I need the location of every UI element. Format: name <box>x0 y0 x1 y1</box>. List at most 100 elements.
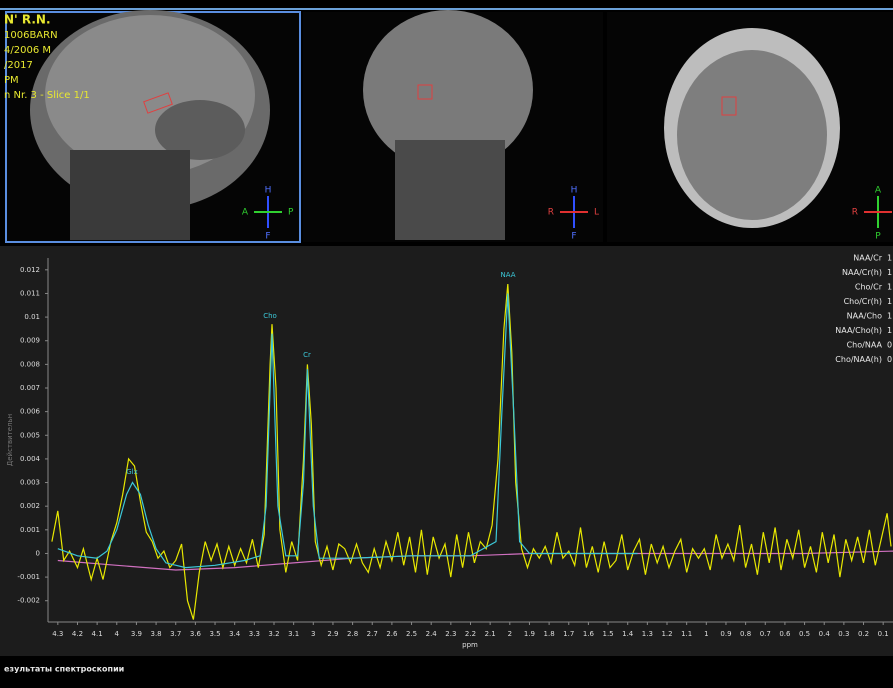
x-tick-label: 2.9 <box>327 630 338 638</box>
x-tick-label: 1 <box>704 630 708 638</box>
x-tick-label: 0.4 <box>819 630 831 638</box>
x-tick-label: 0.6 <box>779 630 791 638</box>
y-tick-label: -0.001 <box>17 573 40 581</box>
ratio-name: NAA/Cho <box>847 312 883 321</box>
y-tick-label: 0.006 <box>20 408 41 416</box>
ratio-name: NAA/Cho(h) <box>835 326 882 335</box>
ratio-value: 1 <box>887 326 892 335</box>
page: N' R.N.1006BARN4/2006 M/2017 PMn Nr. 3 -… <box>0 0 893 688</box>
y-tick-label: 0.003 <box>20 479 40 487</box>
x-tick-label: 3.5 <box>209 630 220 638</box>
ratio-name: NAA/Cr(h) <box>842 268 882 277</box>
y-tick-label: 0 <box>36 549 40 557</box>
x-tick-label: 0.9 <box>720 630 731 638</box>
orientation-label: P <box>875 232 881 242</box>
x-tick-label: 0.8 <box>740 630 751 638</box>
y-tick-label: 0.011 <box>20 289 40 297</box>
x-tick-label: 3.3 <box>249 630 260 638</box>
y-tick-label: 0.001 <box>20 526 40 534</box>
x-tick-label: 1.8 <box>544 630 555 638</box>
x-axis-label: ppm <box>462 641 478 649</box>
ratio-value: 1 <box>887 268 892 277</box>
screen: N' R.N.1006BARN4/2006 M/2017 PMn Nr. 3 -… <box>0 0 893 688</box>
x-tick-label: 4 <box>115 630 120 638</box>
y-tick-label: 0.008 <box>20 360 40 368</box>
x-tick-label: 2.1 <box>485 630 496 638</box>
peak-label: NAA <box>500 271 515 279</box>
x-tick-label: 3 <box>311 630 315 638</box>
ratio-name: Cho/NAA(h) <box>835 355 882 364</box>
x-tick-label: 0.7 <box>760 630 771 638</box>
x-tick-label: 3.1 <box>288 630 299 638</box>
patient-info: /2017 <box>4 60 33 71</box>
x-tick-label: 0.2 <box>858 630 869 638</box>
x-tick-label: 1.6 <box>583 630 595 638</box>
coronal-view <box>303 10 603 242</box>
spectrum-panel <box>0 246 893 656</box>
y-tick-label: 0.01 <box>24 313 40 321</box>
ratio-value: 1 <box>887 297 892 306</box>
patient-info: 1006BARN <box>4 30 58 41</box>
x-tick-label: 3.9 <box>131 630 142 638</box>
x-tick-label: 3.8 <box>151 630 162 638</box>
orientation-label: A <box>242 208 249 218</box>
x-tick-label: 3.6 <box>190 630 202 638</box>
orientation-label: H <box>265 186 272 196</box>
x-tick-label: 3.2 <box>268 630 279 638</box>
x-tick-label: 1.3 <box>642 630 653 638</box>
ratio-name: Cho/Cr(h) <box>844 297 882 306</box>
x-tick-label: 1.7 <box>563 630 574 638</box>
x-tick-label: 4.3 <box>52 630 63 638</box>
y-tick-label: 0.009 <box>20 337 40 345</box>
x-tick-label: 2.6 <box>386 630 398 638</box>
ratio-name: Cho/NAA <box>847 341 883 350</box>
x-tick-label: 4.1 <box>92 630 103 638</box>
x-tick-label: 2.5 <box>406 630 417 638</box>
neck-image <box>395 140 505 240</box>
x-tick-label: 1.4 <box>622 630 634 638</box>
x-tick-label: 0.3 <box>838 630 849 638</box>
y-tick-label: 0.005 <box>20 431 40 439</box>
x-tick-label: 4.2 <box>72 630 83 638</box>
y-tick-label: 0.004 <box>20 455 41 463</box>
status-text: езультаты спектроскопии <box>4 665 124 674</box>
orientation-label: R <box>548 208 554 218</box>
ratio-value: 0 <box>887 341 892 350</box>
patient-info: PM <box>4 75 19 86</box>
orientation-label: F <box>265 232 270 242</box>
ratio-value: 1 <box>887 283 892 292</box>
x-tick-label: 2.4 <box>426 630 438 638</box>
x-tick-label: 0.1 <box>878 630 889 638</box>
peak-label: Cho <box>263 312 277 320</box>
peak-label: Cr <box>303 351 311 359</box>
y-tick-label: 0.002 <box>20 502 40 510</box>
x-tick-label: 1.5 <box>602 630 613 638</box>
ratio-value: 0 <box>887 355 892 364</box>
orientation-label: H <box>571 186 578 196</box>
y-tick-label: -0.002 <box>17 597 40 605</box>
orientation-label: P <box>288 208 294 218</box>
orientation-label: R <box>852 208 858 218</box>
brain-image <box>677 50 827 220</box>
y-tick-label: 0.012 <box>20 266 40 274</box>
orientation-label: A <box>875 186 882 196</box>
ratio-value: 1 <box>887 312 892 321</box>
axial-view <box>607 12 893 242</box>
peak-label: Glx <box>126 468 138 476</box>
ratio-name: NAA/Cr <box>853 254 882 263</box>
ratio-name: Cho/Cr <box>855 283 883 292</box>
x-tick-label: 2.8 <box>347 630 358 638</box>
x-tick-label: 3.7 <box>170 630 181 638</box>
x-tick-label: 1.2 <box>661 630 672 638</box>
ratio-value: 1 <box>887 254 892 263</box>
x-tick-label: 2 <box>508 630 512 638</box>
x-tick-label: 1.1 <box>681 630 692 638</box>
patient-info: n Nr. 3 - Slice 1/1 <box>4 90 90 101</box>
patient-info: 4/2006 M <box>4 45 51 56</box>
x-tick-label: 2.2 <box>465 630 476 638</box>
x-tick-label: 0.5 <box>799 630 810 638</box>
y-tick-label: 0.007 <box>20 384 40 392</box>
face-image <box>70 150 190 240</box>
x-tick-label: 2.3 <box>445 630 456 638</box>
x-tick-label: 1.9 <box>524 630 535 638</box>
